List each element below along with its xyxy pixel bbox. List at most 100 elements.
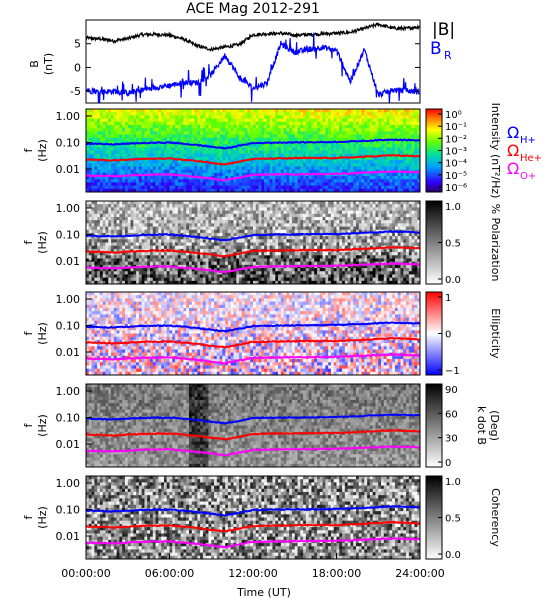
spectrogram-cell (111, 280, 115, 284)
spectrogram-cell (317, 121, 321, 126)
spectrogram-cell (264, 226, 268, 231)
spectrogram-cell (144, 223, 148, 227)
spectrogram-cell (211, 134, 215, 139)
spectrogram-cell (111, 124, 115, 129)
spectrogram-cell (147, 128, 151, 132)
spectrogram-cell (88, 188, 92, 192)
spectrogram-cell (381, 163, 385, 167)
spectrogram-cell (124, 128, 129, 132)
spectrogram-cell (113, 255, 118, 259)
spectrogram-cell (136, 176, 140, 180)
spectrogram-cell (205, 216, 209, 221)
spectrogram-cell (141, 131, 145, 135)
spectrogram-cell (408, 144, 413, 148)
spectrogram-cell (136, 210, 140, 215)
spectrogram-cell (163, 147, 168, 151)
spectrogram-cell (127, 163, 131, 167)
spectrogram-cell (386, 131, 390, 135)
spectrogram-cell (144, 216, 148, 221)
spectrogram-cell (250, 128, 254, 132)
spectrogram-cell (297, 160, 301, 164)
spectrogram-cell (108, 166, 112, 171)
spectrogram-cell (191, 207, 195, 211)
spectrogram-cell (116, 115, 120, 119)
spectrogram-cell (91, 255, 95, 259)
spectrogram-cell (97, 255, 101, 259)
spectrogram-cell (147, 144, 151, 148)
spectrogram-cell (294, 144, 298, 148)
spectrogram-cell (261, 220, 265, 224)
spectrogram-cell (389, 172, 393, 177)
spectrogram-cell (414, 131, 418, 135)
spectrogram-cell (172, 252, 176, 256)
spectrogram-cell (272, 109, 276, 113)
spectrogram-cell (191, 137, 195, 142)
spectrogram-cell (136, 261, 140, 266)
spectrogram-cell (291, 169, 296, 174)
spectrogram-cell (233, 185, 237, 190)
spectrogram-cell (269, 147, 273, 151)
spectrogram-cell (124, 204, 129, 208)
spectrogram-cell (344, 169, 349, 174)
spectrogram-cell (317, 112, 321, 116)
spectrogram-cell (130, 239, 134, 243)
spectrogram-cell (211, 248, 215, 253)
spectrogram-cell (227, 223, 232, 227)
spectrogram-cell (113, 229, 118, 234)
spectrogram-cell (105, 252, 109, 256)
spectrogram-cell (161, 160, 165, 164)
spectrogram-cell (169, 236, 173, 240)
spectrogram-cell (214, 255, 218, 259)
spectrogram-cell (361, 144, 365, 148)
spectrogram-cell (127, 207, 131, 211)
spectrogram-cell (241, 252, 246, 256)
spectrogram-cell (216, 261, 220, 266)
spectrogram-cell (191, 220, 195, 224)
spectrogram-cell (308, 163, 312, 167)
spectrogram-cell (124, 109, 129, 113)
spectrogram-cell (305, 163, 310, 167)
spectrogram-cell (225, 150, 229, 155)
spectrogram-cell (111, 150, 115, 155)
spectrogram-cell (214, 229, 218, 234)
spectrogram-cell (133, 112, 137, 116)
spectrogram-cell (116, 271, 120, 275)
spectrogram-cell (311, 134, 315, 139)
spectrogram-cell (258, 166, 262, 171)
spectrogram-cell (116, 118, 120, 123)
spectrogram-cell (227, 277, 232, 282)
spectrogram-cell (172, 268, 176, 272)
spectrogram-cell (241, 163, 246, 167)
spectrogram-cell (175, 201, 179, 205)
spectrogram-cell (200, 128, 204, 132)
spectrogram-cell (202, 271, 207, 275)
spectrogram-cell (147, 185, 151, 190)
spectrogram-cell (183, 271, 187, 275)
spectrogram-cell (99, 163, 104, 167)
spectrogram-cell (155, 134, 159, 139)
spectrogram-cell (291, 160, 296, 164)
spectrogram-cell (381, 156, 385, 161)
spectrogram-cell (97, 176, 101, 180)
spectrogram-cell (169, 271, 173, 275)
spectrogram-cell (400, 179, 404, 183)
spectrogram-cell (163, 213, 168, 218)
spectrogram-cell (266, 258, 271, 263)
spectrogram-cell (214, 280, 218, 284)
spectrogram-cell (322, 147, 326, 151)
spectrogram-cell (197, 248, 201, 253)
spectrogram-cell (244, 188, 248, 192)
spectrogram-cell (214, 182, 218, 187)
spectrogram-cell (197, 210, 201, 215)
spectrogram-cell (392, 115, 396, 119)
spectrogram-cell (94, 271, 98, 275)
spectrogram-cell (147, 115, 151, 119)
spectrogram-cell (169, 163, 173, 167)
spectrogram-cell (253, 274, 257, 279)
spectrogram-cell (200, 245, 204, 250)
spectrogram-cell (105, 223, 109, 227)
spectrogram-cell (188, 207, 193, 211)
spectrogram-cell (294, 118, 298, 123)
spectrogram-cell (152, 112, 156, 116)
spectrogram-cell (177, 160, 182, 164)
